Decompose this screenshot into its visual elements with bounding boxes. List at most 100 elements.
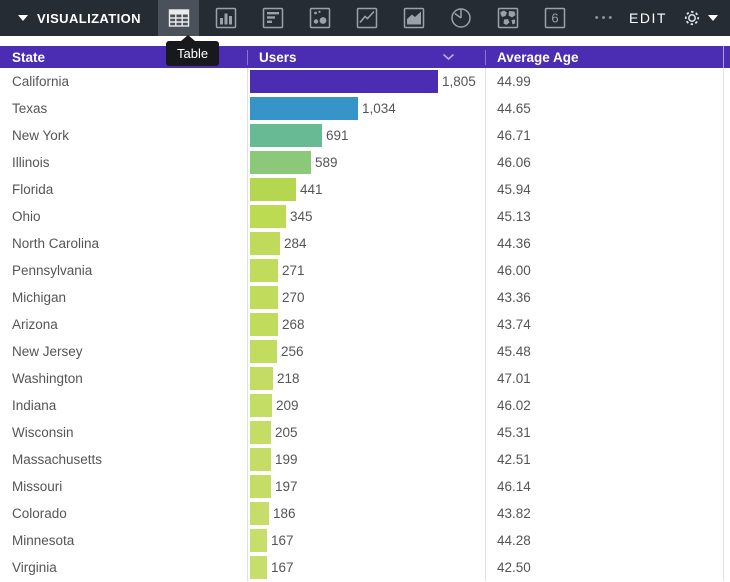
users-cell[interactable]: 691 bbox=[247, 122, 485, 149]
avg-age-cell[interactable]: 44.65 bbox=[485, 95, 730, 122]
chevron-down-icon[interactable] bbox=[442, 53, 455, 61]
state-cell[interactable]: Florida bbox=[12, 182, 54, 197]
users-cell[interactable]: 1,805 bbox=[247, 68, 485, 95]
more-chart-types-button[interactable]: ••• bbox=[594, 12, 616, 24]
state-cell[interactable]: Missouri bbox=[12, 479, 63, 494]
state-cell[interactable]: Illinois bbox=[12, 155, 50, 170]
state-cell[interactable]: Colorado bbox=[12, 506, 67, 521]
state-cell[interactable]: Arizona bbox=[12, 317, 58, 332]
header-users[interactable]: Users bbox=[247, 49, 485, 65]
avg-age-cell[interactable]: 46.14 bbox=[485, 473, 730, 500]
users-cell[interactable]: 205 bbox=[247, 419, 485, 446]
users-cell[interactable]: 270 bbox=[247, 284, 485, 311]
users-bar[interactable] bbox=[250, 340, 277, 363]
users-cell[interactable]: 167 bbox=[247, 554, 485, 581]
users-cell[interactable]: 1,034 bbox=[247, 95, 485, 122]
users-bar[interactable] bbox=[250, 70, 438, 93]
users-cell[interactable]: 268 bbox=[247, 311, 485, 338]
state-cell[interactable]: Texas bbox=[12, 101, 48, 116]
users-cell[interactable]: 218 bbox=[247, 365, 485, 392]
column-chart-button[interactable] bbox=[205, 0, 246, 36]
users-cell[interactable]: 209 bbox=[247, 392, 485, 419]
state-cell[interactable]: Minnesota bbox=[12, 533, 75, 548]
users-value: 284 bbox=[284, 236, 307, 251]
visualization-dropdown[interactable]: VISUALIZATION bbox=[0, 0, 158, 36]
avg-age-cell[interactable]: 45.94 bbox=[485, 176, 730, 203]
line-chart-button[interactable] bbox=[346, 0, 387, 36]
users-bar[interactable] bbox=[250, 97, 358, 120]
users-bar[interactable] bbox=[250, 151, 311, 174]
avg-age-cell[interactable]: 46.06 bbox=[485, 149, 730, 176]
settings-dropdown[interactable] bbox=[681, 7, 718, 29]
users-bar[interactable] bbox=[250, 421, 271, 444]
table-chart-button[interactable] bbox=[158, 0, 199, 36]
state-cell[interactable]: Virginia bbox=[12, 560, 57, 575]
users-cell[interactable]: 256 bbox=[247, 338, 485, 365]
avg-age-cell[interactable]: 44.99 bbox=[485, 68, 730, 95]
users-bar[interactable] bbox=[250, 178, 296, 201]
avg-age-cell[interactable]: 44.28 bbox=[485, 527, 730, 554]
users-cell[interactable]: 284 bbox=[247, 230, 485, 257]
avg-age-cell[interactable]: 43.82 bbox=[485, 500, 730, 527]
users-cell[interactable]: 199 bbox=[247, 446, 485, 473]
edit-button[interactable]: EDIT bbox=[629, 10, 667, 26]
state-cell[interactable]: New York bbox=[12, 128, 70, 143]
state-cell[interactable]: Pennsylvania bbox=[12, 263, 93, 278]
state-cell[interactable]: Ohio bbox=[12, 209, 41, 224]
data-table: State Users Average Age California 1,805 4… bbox=[0, 46, 730, 581]
header-average-age[interactable]: Average Age bbox=[485, 49, 730, 65]
users-bar[interactable] bbox=[250, 124, 322, 147]
scatter-chart-button[interactable] bbox=[299, 0, 340, 36]
tooltip-arrow-icon bbox=[181, 35, 195, 41]
users-bar[interactable] bbox=[250, 529, 267, 552]
users-cell[interactable]: 271 bbox=[247, 257, 485, 284]
state-cell[interactable]: California bbox=[12, 74, 70, 89]
avg-age-cell[interactable]: 44.36 bbox=[485, 230, 730, 257]
users-bar[interactable] bbox=[250, 475, 271, 498]
pie-chart-button[interactable] bbox=[440, 0, 481, 36]
users-bar[interactable] bbox=[250, 502, 269, 525]
users-value: 1,805 bbox=[442, 74, 476, 89]
caret-down-icon bbox=[707, 15, 718, 21]
users-cell[interactable]: 186 bbox=[247, 500, 485, 527]
users-cell[interactable]: 441 bbox=[247, 176, 485, 203]
avg-age-cell[interactable]: 46.02 bbox=[485, 392, 730, 419]
avg-age-cell[interactable]: 45.31 bbox=[485, 419, 730, 446]
users-bar[interactable] bbox=[250, 556, 267, 579]
users-cell[interactable]: 167 bbox=[247, 527, 485, 554]
state-cell[interactable]: North Carolina bbox=[12, 236, 100, 251]
users-bar[interactable] bbox=[250, 259, 278, 282]
state-cell[interactable]: Wisconsin bbox=[12, 425, 74, 440]
users-bar[interactable] bbox=[250, 232, 280, 255]
state-cell[interactable]: Washington bbox=[12, 371, 83, 386]
avg-age-cell[interactable]: 45.48 bbox=[485, 338, 730, 365]
column-chart-icon bbox=[215, 7, 236, 29]
users-bar[interactable] bbox=[250, 313, 278, 336]
users-cell[interactable]: 345 bbox=[247, 203, 485, 230]
bar-chart-button[interactable] bbox=[252, 0, 293, 36]
single-value-button[interactable]: 6 bbox=[534, 0, 575, 36]
users-value: 1,034 bbox=[362, 101, 396, 116]
users-cell[interactable]: 589 bbox=[247, 149, 485, 176]
header-state[interactable]: State bbox=[12, 49, 46, 65]
avg-age-cell[interactable]: 42.51 bbox=[485, 446, 730, 473]
avg-age-cell[interactable]: 46.71 bbox=[485, 122, 730, 149]
users-bar[interactable] bbox=[250, 448, 271, 471]
state-cell[interactable]: Michigan bbox=[12, 290, 67, 305]
users-bar[interactable] bbox=[250, 205, 286, 228]
avg-age-cell[interactable]: 46.00 bbox=[485, 257, 730, 284]
area-chart-button[interactable] bbox=[393, 0, 434, 36]
map-chart-button[interactable] bbox=[487, 0, 528, 36]
users-bar[interactable] bbox=[250, 286, 278, 309]
avg-age-cell[interactable]: 45.13 bbox=[485, 203, 730, 230]
users-cell[interactable]: 197 bbox=[247, 473, 485, 500]
state-cell[interactable]: Indiana bbox=[12, 398, 57, 413]
avg-age-cell[interactable]: 42.50 bbox=[485, 554, 730, 581]
state-cell[interactable]: New Jersey bbox=[12, 344, 83, 359]
state-cell[interactable]: Massachusetts bbox=[12, 452, 103, 467]
users-bar[interactable] bbox=[250, 367, 273, 390]
users-bar[interactable] bbox=[250, 394, 272, 417]
avg-age-cell[interactable]: 43.36 bbox=[485, 284, 730, 311]
avg-age-cell[interactable]: 47.01 bbox=[485, 365, 730, 392]
avg-age-cell[interactable]: 43.74 bbox=[485, 311, 730, 338]
